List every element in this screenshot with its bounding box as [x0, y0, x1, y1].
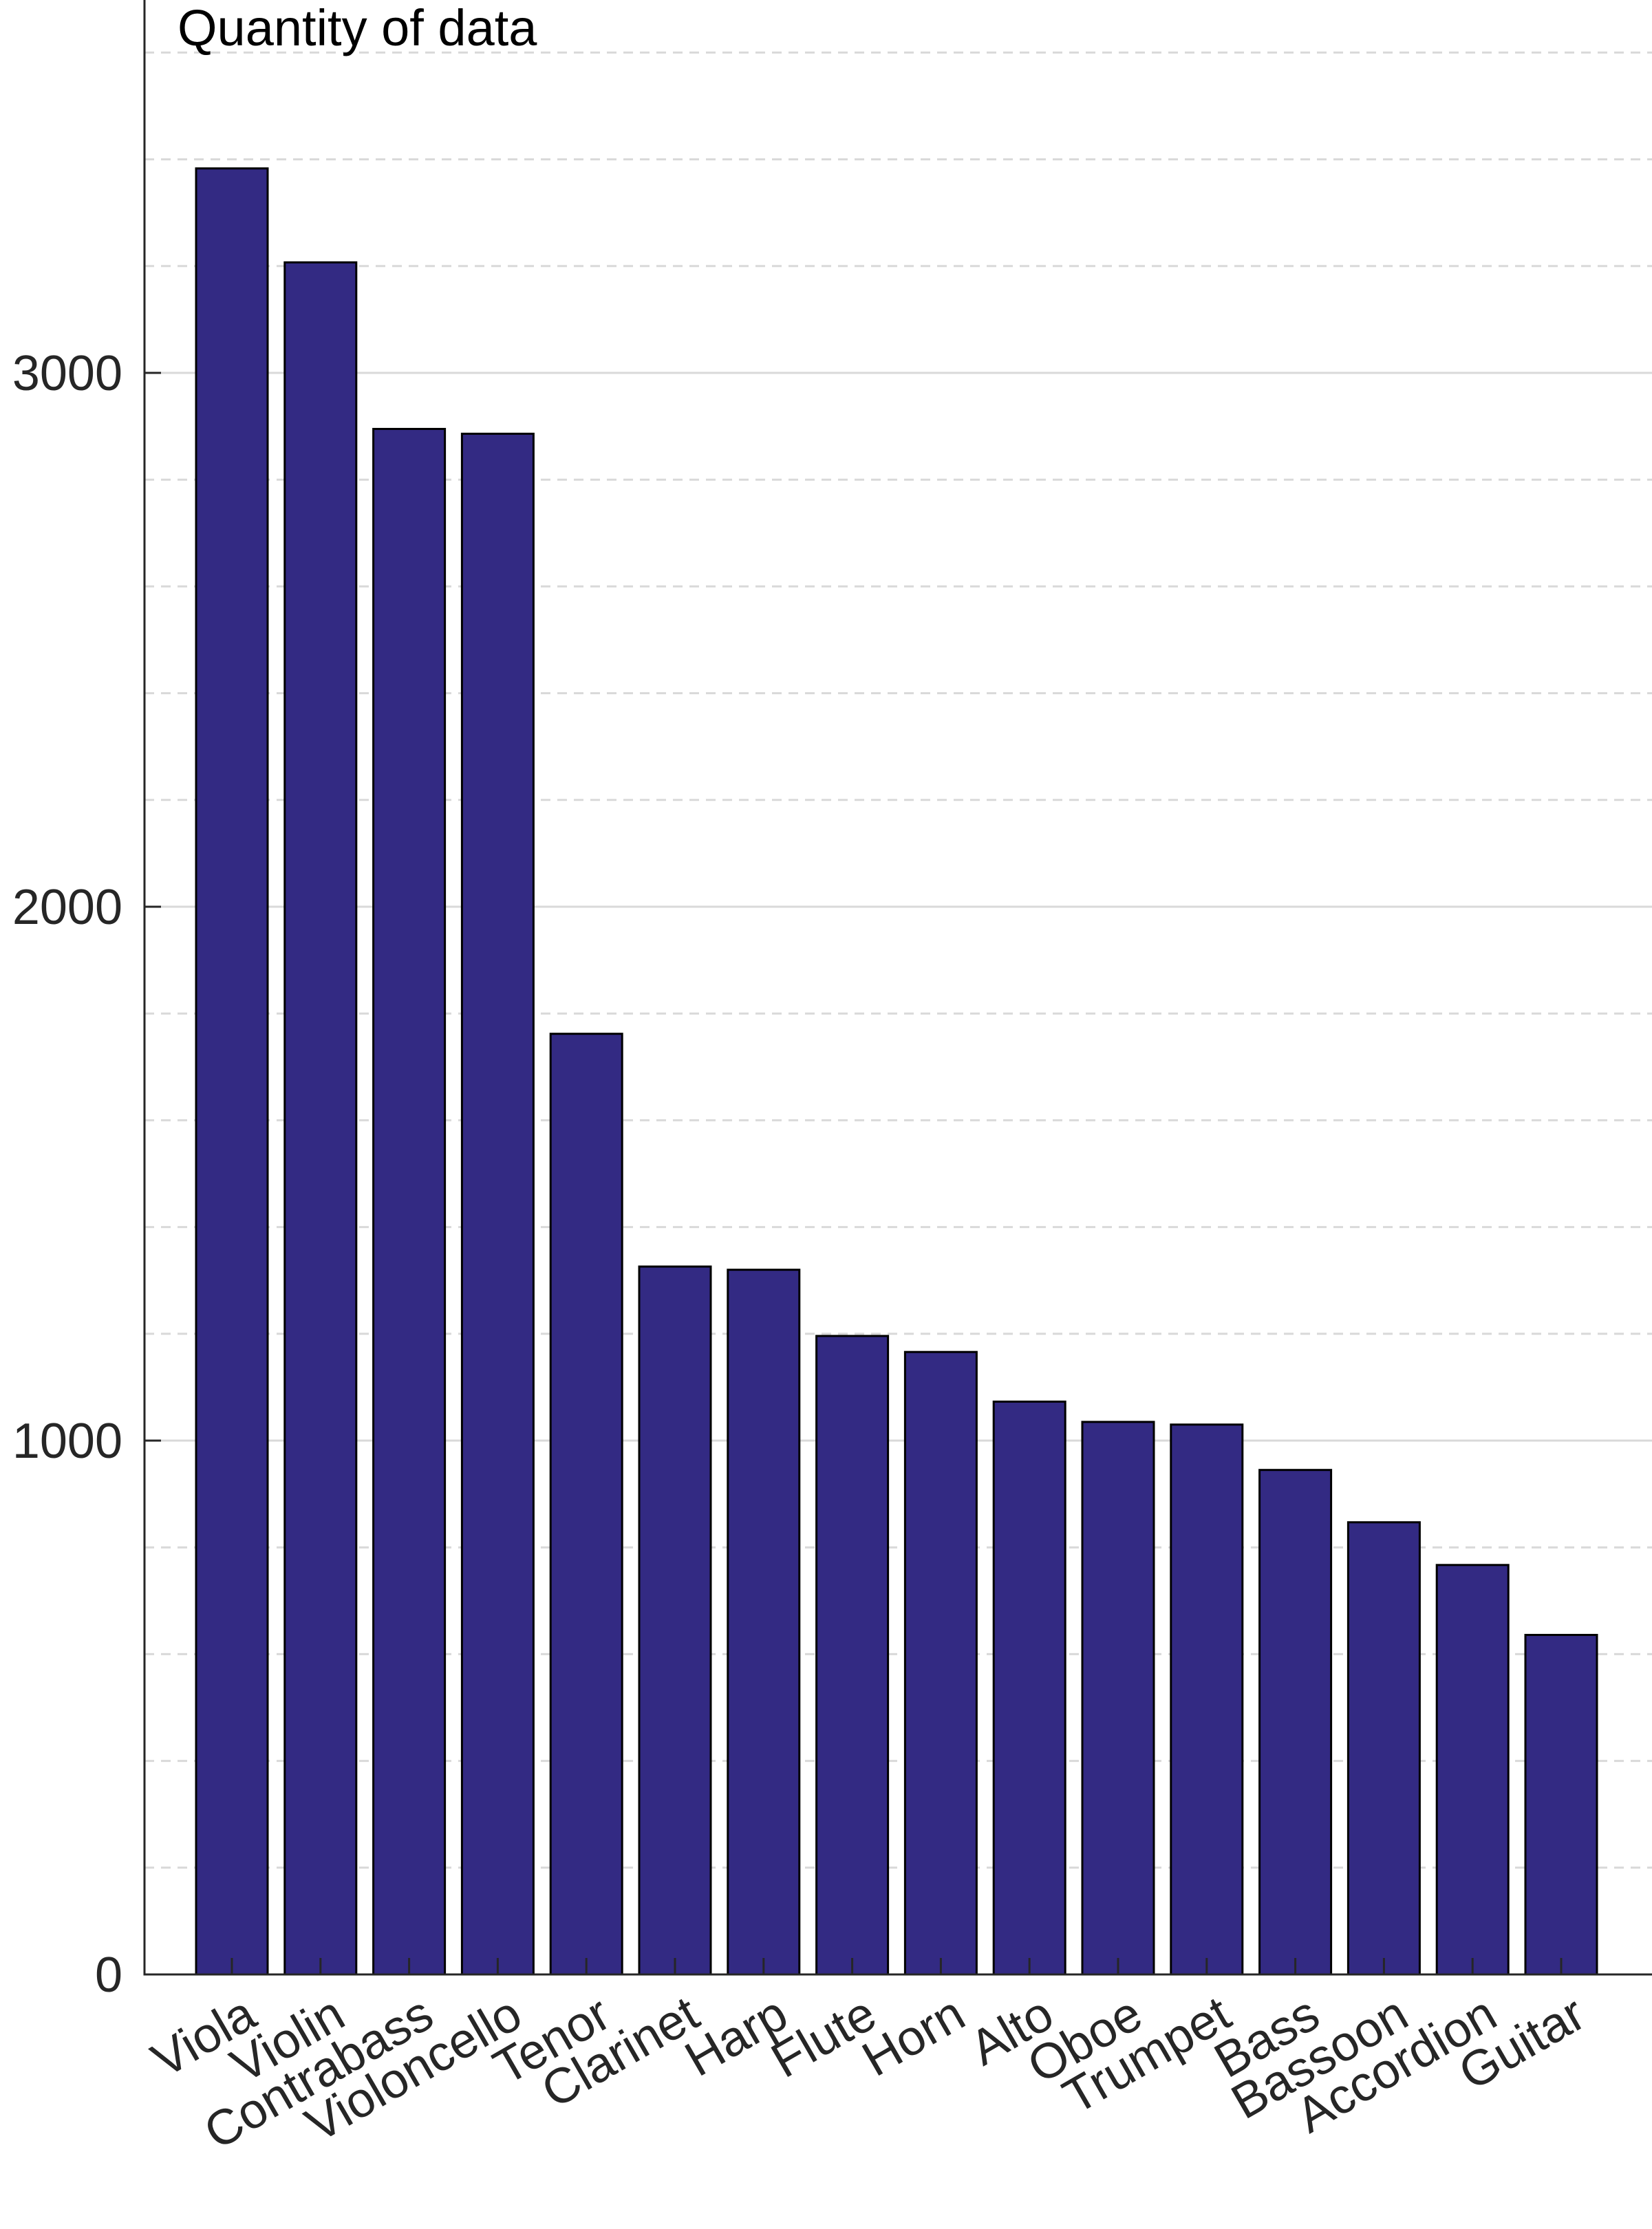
- ticks-layer: [144, 372, 1563, 1976]
- bar-bass: [1258, 1469, 1333, 1976]
- bar-alto: [992, 1400, 1066, 1976]
- bar-contrabass: [372, 427, 447, 1976]
- bar-viola: [195, 167, 269, 1976]
- bar-guitar: [1524, 1633, 1598, 1976]
- chart-title: Quantity of data: [178, 0, 537, 56]
- bar-clarinet: [638, 1265, 712, 1976]
- bar-harp: [727, 1269, 801, 1976]
- y-tick-label: 2000: [12, 880, 122, 935]
- bar-violoncello: [460, 432, 535, 1976]
- bar-oboe: [1081, 1421, 1155, 1976]
- bar-horn: [903, 1350, 978, 1976]
- bar-tenor: [549, 1033, 623, 1976]
- axes-layer: [143, 0, 1652, 1976]
- bar-trumpet: [1170, 1423, 1244, 1976]
- grid-layer: [144, 51, 1652, 1869]
- bar-bassoon: [1347, 1521, 1421, 1976]
- y-tick-label: 0: [95, 1948, 122, 2003]
- bars-layer: [195, 167, 1598, 1976]
- bar-flute: [815, 1335, 890, 1976]
- y-tick-label: 3000: [12, 346, 122, 401]
- y-tick-label: 1000: [12, 1414, 122, 1469]
- bar-violin: [283, 261, 358, 1976]
- x-tick-label: Horn: [853, 1986, 974, 2087]
- bar-accordion: [1435, 1564, 1510, 1976]
